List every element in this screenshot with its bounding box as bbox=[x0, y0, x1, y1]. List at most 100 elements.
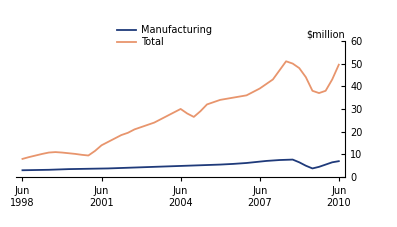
Total bbox=[270, 78, 275, 81]
Manufacturing bbox=[323, 163, 328, 166]
Manufacturing bbox=[79, 168, 84, 170]
Manufacturing bbox=[73, 168, 77, 170]
Manufacturing bbox=[251, 161, 256, 164]
Total bbox=[198, 110, 203, 113]
Total bbox=[125, 131, 130, 134]
Total bbox=[224, 97, 229, 100]
Total bbox=[237, 95, 242, 98]
Manufacturing bbox=[198, 164, 203, 167]
Total bbox=[145, 123, 150, 126]
Manufacturing bbox=[139, 166, 143, 169]
Total bbox=[251, 91, 256, 93]
Manufacturing bbox=[86, 168, 91, 170]
Manufacturing bbox=[125, 166, 130, 169]
Total bbox=[73, 153, 77, 155]
Manufacturing bbox=[185, 164, 190, 167]
Manufacturing bbox=[231, 163, 236, 165]
Manufacturing bbox=[93, 167, 97, 170]
Total bbox=[231, 96, 236, 99]
Manufacturing bbox=[53, 168, 58, 171]
Manufacturing bbox=[46, 168, 51, 171]
Total bbox=[284, 60, 289, 63]
Total bbox=[264, 83, 269, 85]
Manufacturing bbox=[284, 158, 289, 161]
Total bbox=[191, 116, 196, 118]
Manufacturing bbox=[165, 165, 170, 168]
Total bbox=[310, 89, 315, 92]
Total bbox=[99, 144, 104, 147]
Manufacturing bbox=[158, 165, 163, 168]
Manufacturing bbox=[211, 163, 216, 166]
Manufacturing bbox=[257, 160, 262, 163]
Manufacturing bbox=[132, 166, 137, 169]
Total bbox=[132, 128, 137, 131]
Text: $million: $million bbox=[306, 30, 345, 39]
Total bbox=[79, 153, 84, 156]
Manufacturing bbox=[237, 162, 242, 165]
Manufacturing bbox=[290, 158, 295, 161]
Total bbox=[158, 118, 163, 121]
Total bbox=[119, 134, 124, 136]
Total bbox=[218, 99, 223, 101]
Manufacturing bbox=[330, 161, 335, 164]
Manufacturing bbox=[204, 164, 209, 166]
Total bbox=[336, 63, 341, 66]
Total bbox=[165, 114, 170, 117]
Line: Manufacturing: Manufacturing bbox=[23, 160, 339, 170]
Manufacturing bbox=[119, 167, 124, 169]
Manufacturing bbox=[152, 165, 157, 168]
Manufacturing bbox=[66, 168, 71, 170]
Manufacturing bbox=[224, 163, 229, 166]
Total bbox=[297, 67, 302, 69]
Manufacturing bbox=[310, 167, 315, 170]
Total bbox=[20, 158, 25, 160]
Total bbox=[53, 151, 58, 153]
Manufacturing bbox=[270, 159, 275, 162]
Total bbox=[257, 87, 262, 90]
Total bbox=[60, 151, 64, 154]
Total bbox=[40, 153, 44, 155]
Manufacturing bbox=[20, 169, 25, 172]
Total bbox=[178, 108, 183, 110]
Manufacturing bbox=[145, 166, 150, 168]
Manufacturing bbox=[218, 163, 223, 166]
Manufacturing bbox=[112, 167, 117, 170]
Manufacturing bbox=[336, 160, 341, 163]
Line: Total: Total bbox=[23, 61, 339, 159]
Manufacturing bbox=[106, 167, 110, 170]
Total bbox=[66, 152, 71, 155]
Manufacturing bbox=[317, 165, 322, 168]
Manufacturing bbox=[27, 169, 31, 172]
Total bbox=[317, 92, 322, 94]
Total bbox=[172, 111, 176, 114]
Legend: Manufacturing, Total: Manufacturing, Total bbox=[113, 21, 216, 51]
Total bbox=[303, 76, 308, 79]
Total bbox=[204, 103, 209, 106]
Total bbox=[106, 141, 110, 143]
Total bbox=[185, 112, 190, 115]
Total bbox=[330, 78, 335, 81]
Total bbox=[86, 154, 91, 157]
Manufacturing bbox=[191, 164, 196, 167]
Total bbox=[277, 69, 282, 72]
Manufacturing bbox=[178, 165, 183, 167]
Manufacturing bbox=[264, 160, 269, 162]
Manufacturing bbox=[244, 162, 249, 164]
Manufacturing bbox=[60, 168, 64, 171]
Total bbox=[33, 154, 38, 157]
Total bbox=[46, 151, 51, 154]
Manufacturing bbox=[297, 161, 302, 164]
Total bbox=[152, 121, 157, 124]
Total bbox=[93, 150, 97, 152]
Total bbox=[323, 89, 328, 92]
Manufacturing bbox=[33, 169, 38, 171]
Manufacturing bbox=[40, 168, 44, 171]
Manufacturing bbox=[172, 165, 176, 168]
Total bbox=[139, 126, 143, 128]
Manufacturing bbox=[99, 167, 104, 170]
Total bbox=[112, 137, 117, 140]
Total bbox=[211, 101, 216, 104]
Manufacturing bbox=[277, 159, 282, 161]
Manufacturing bbox=[303, 164, 308, 167]
Total bbox=[244, 94, 249, 97]
